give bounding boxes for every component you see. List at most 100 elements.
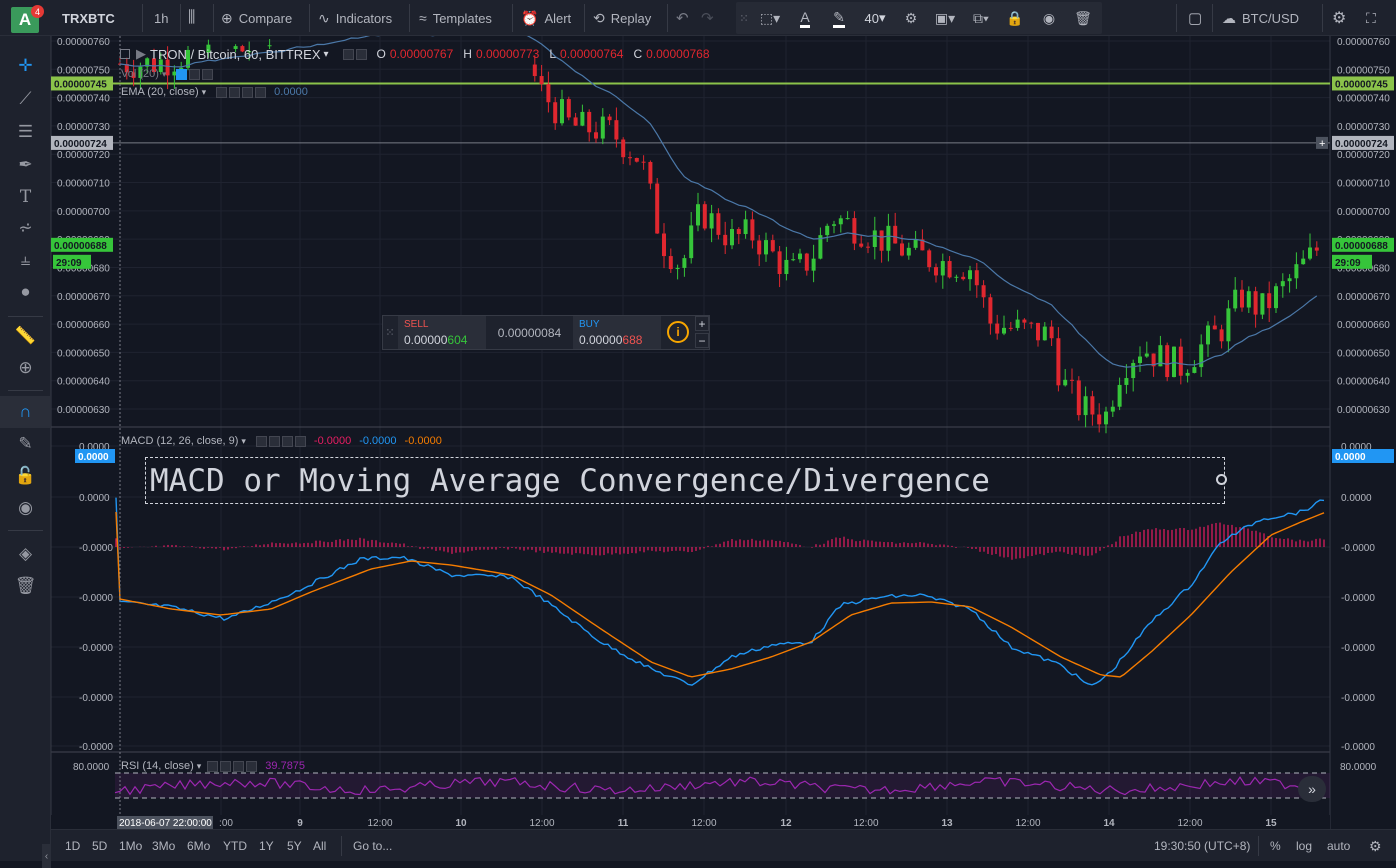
range-1mo[interactable]: 1Mo [119,839,143,853]
range-3mo[interactable]: 3Mo [152,839,176,853]
measure-tool[interactable]: 📏 [0,320,51,352]
pattern-tool[interactable]: ⩫ [0,212,51,244]
log-toggle[interactable]: log [1296,830,1312,862]
legend-dropdown-icon[interactable]: ▾ [323,48,329,60]
redo-button[interactable]: ↷ [701,0,714,36]
expand-button[interactable]: ⛶ [1366,0,1376,36]
ema-legend[interactable]: EMA (20, close) ▾ 0.0000 [121,86,308,98]
replay-button[interactable]: ⟲ Replay [593,0,651,36]
lock-button[interactable]: 🔒 [1000,2,1030,34]
visibility-ctl[interactable] [176,68,188,80]
remove-ctl[interactable] [246,760,258,772]
interval-label: 1h [154,10,169,26]
collapse-legend-icon[interactable] [120,49,130,59]
sell-button[interactable]: SELL 0.00000604 [398,316,486,349]
candle-body [267,45,272,47]
text-color-button[interactable]: A [790,2,820,34]
visibility-ctl[interactable] [207,760,219,772]
fullscreen-toggle[interactable]: ▢ [1188,0,1202,36]
legend-dropdown-icon[interactable]: ▾ [241,435,246,446]
crosshair-tool[interactable]: ✛ [0,50,51,82]
range-ytd[interactable]: YTD [223,839,247,853]
undo-button[interactable]: ↶ [676,0,689,36]
add-ctl[interactable] [242,86,254,98]
pair-select[interactable]: ☁ BTC/USD [1222,0,1299,36]
drag-handle-icon[interactable]: ⁙ [739,12,749,25]
lock-drawings-tool[interactable]: 🔓 [0,460,51,492]
object-tree-tool[interactable]: ◈ [0,538,51,570]
alert-marker-tool[interactable]: ● [0,276,51,308]
remove-ctl[interactable] [294,435,306,447]
range-5d[interactable]: 5D [92,839,108,853]
settings-ctl[interactable] [189,68,201,80]
annotation-resize-handle[interactable] [1216,474,1227,485]
fib-tool[interactable]: ☰ [0,116,51,148]
range-5y[interactable]: 5Y [287,839,302,853]
compare-button[interactable]: ⊕ Compare [221,0,292,36]
chart-canvas[interactable]: 0.00000760 0.00000750 0.00000740 0.00000730… [51,36,1396,829]
rsi-legend[interactable]: RSI (14, close) ▾ 39.7875 [121,760,305,772]
chart-type-button[interactable]: ⫼ [188,0,195,36]
price-scale[interactable] [1330,36,1396,829]
time-axis[interactable]: :00 9 12:00 10 12:00 11 12:00 12 12:00 13 12:00 14 1… [51,815,1330,829]
text-annotation[interactable]: MACD or Moving Average Convergence/Diver… [145,457,1225,504]
remove-ctl[interactable] [202,68,214,80]
remove-ctl[interactable] [255,86,267,98]
settings-ctl[interactable] [268,435,280,447]
add-ctl[interactable] [233,760,245,772]
trend-line-tool[interactable]: ⟋ [0,83,51,115]
goto-button[interactable]: Go to... [353,830,392,862]
settings-ctl[interactable] [342,48,354,60]
range-6mo[interactable]: 6Mo [187,839,211,853]
settings-ctl[interactable] [229,86,241,98]
buy-button[interactable]: BUY 0.00000688 [573,316,661,349]
magnet-tool[interactable]: ∩ [0,396,51,428]
add-line-button[interactable] [1316,136,1328,149]
legend-dropdown-icon[interactable]: ▾ [161,68,167,79]
legend-dropdown-icon[interactable]: ▾ [196,760,202,771]
add-ctl[interactable] [281,435,293,447]
axis-settings-button[interactable]: ⚙ [1369,830,1382,862]
brush-tool[interactable]: ✒ [0,149,51,181]
macd-legend[interactable]: MACD (12, 26, close, 9) ▾ -0.0000 -0.000… [121,435,442,447]
line-style-button[interactable]: ⬚▾ [752,2,788,34]
symbol-search[interactable]: TRXBTC [62,0,115,36]
settings-button[interactable]: ⚙ [896,2,926,34]
percent-toggle[interactable]: % [1270,830,1281,862]
range-1y[interactable]: 1Y [259,839,274,853]
legend-dropdown-icon[interactable]: ▾ [201,86,207,97]
close-ctl[interactable] [355,48,367,60]
info-icon[interactable]: i [667,321,689,343]
decrease-quantity-button[interactable]: − [695,333,709,348]
remove-drawings-tool[interactable]: 🗑 [0,570,51,602]
settings-ctl[interactable] [220,760,232,772]
volume-legend[interactable]: Vol (20) ▾ [121,68,215,80]
stay-drawing-tool[interactable]: ✎ [0,428,51,460]
templates-button[interactable]: ≈ Templates [419,0,492,36]
collapse-panel-button[interactable]: ‹ [42,844,51,868]
main-legend[interactable]: ▶ TRON / Bitcoin, 60, BITTREX ▾ O 0.00000… [120,46,710,62]
hide-drawings-tool[interactable]: ◉ [0,492,51,524]
range-1d[interactable]: 1D [65,839,81,853]
alert-button[interactable]: ⏰ Alert [521,0,571,36]
zoom-tool[interactable]: ⊕ [0,352,51,384]
delete-button[interactable]: 🗑 [1068,2,1098,34]
pen-color-button[interactable]: ✎ [824,2,854,34]
font-size-select[interactable]: 40 ▾ [864,10,886,26]
clone-button[interactable]: ⧉▾ [964,2,998,34]
increase-quantity-button[interactable]: + [695,316,709,331]
chart-settings-button[interactable]: ⚙ [1332,0,1346,36]
visibility-ctl[interactable] [255,435,267,447]
hide-button[interactable]: ◉ [1034,2,1064,34]
clock[interactable]: 19:30:50 (UTC+8) [1154,830,1250,862]
indicators-button[interactable]: ∿ Indicators [318,0,392,36]
visibility-ctl[interactable] [216,86,228,98]
drag-handle-icon[interactable]: ⁙ [385,327,395,339]
interval-button[interactable]: 1h [154,0,168,36]
range-all[interactable]: All [313,839,327,853]
auto-toggle[interactable]: auto [1327,830,1350,862]
scroll-to-realtime-button[interactable]: » [1298,776,1326,802]
prediction-tool[interactable]: ⫨ [0,244,51,276]
visibility-layer-button[interactable]: ▣▾ [928,2,962,34]
text-tool[interactable]: T [0,181,51,213]
